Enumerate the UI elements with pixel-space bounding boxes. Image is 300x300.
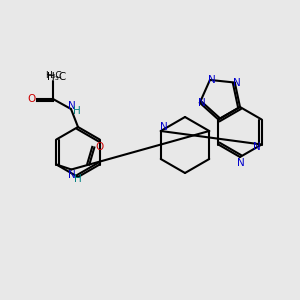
Text: N: N <box>253 142 260 152</box>
Text: N: N <box>68 101 76 111</box>
Text: N: N <box>237 158 245 168</box>
Text: N: N <box>208 75 216 85</box>
Text: H₃C: H₃C <box>45 70 61 80</box>
Text: N: N <box>68 169 76 179</box>
Text: O: O <box>95 142 103 152</box>
Text: N: N <box>160 122 168 132</box>
Text: H: H <box>73 106 81 116</box>
Text: H₃C: H₃C <box>47 72 66 82</box>
Text: H: H <box>74 175 82 184</box>
Text: O: O <box>28 94 36 104</box>
Text: N: N <box>198 98 206 108</box>
Text: N: N <box>233 77 241 88</box>
